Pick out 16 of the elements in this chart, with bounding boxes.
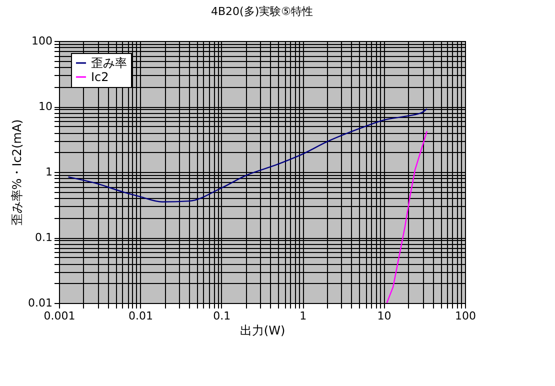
y-tick-label: 100 — [32, 34, 52, 48]
x-axis-title: 出力(W) — [240, 324, 286, 338]
y-axis-title: 歪み率%・Ic2(mA) — [10, 119, 24, 226]
x-tick-label: 100 — [455, 310, 476, 322]
y-tick-label: 0.1 — [35, 231, 52, 244]
y-tick-label: 1 — [46, 166, 52, 178]
legend-label: Ic2 — [91, 70, 109, 84]
x-tick-label: 10 — [377, 310, 392, 322]
legend-label: 歪み率 — [91, 56, 127, 70]
y-tick-label: 10 — [38, 100, 52, 113]
x-tick-label: 0.1 — [213, 310, 231, 322]
y-tick-label: 0.01 — [28, 296, 52, 310]
x-tick-label: 1 — [300, 310, 307, 322]
x-tick-label: 0.001 — [44, 310, 76, 322]
chart-title: 4B20(多)実験⑤特性 — [211, 5, 313, 18]
x-tick-label: 0.01 — [128, 310, 153, 322]
